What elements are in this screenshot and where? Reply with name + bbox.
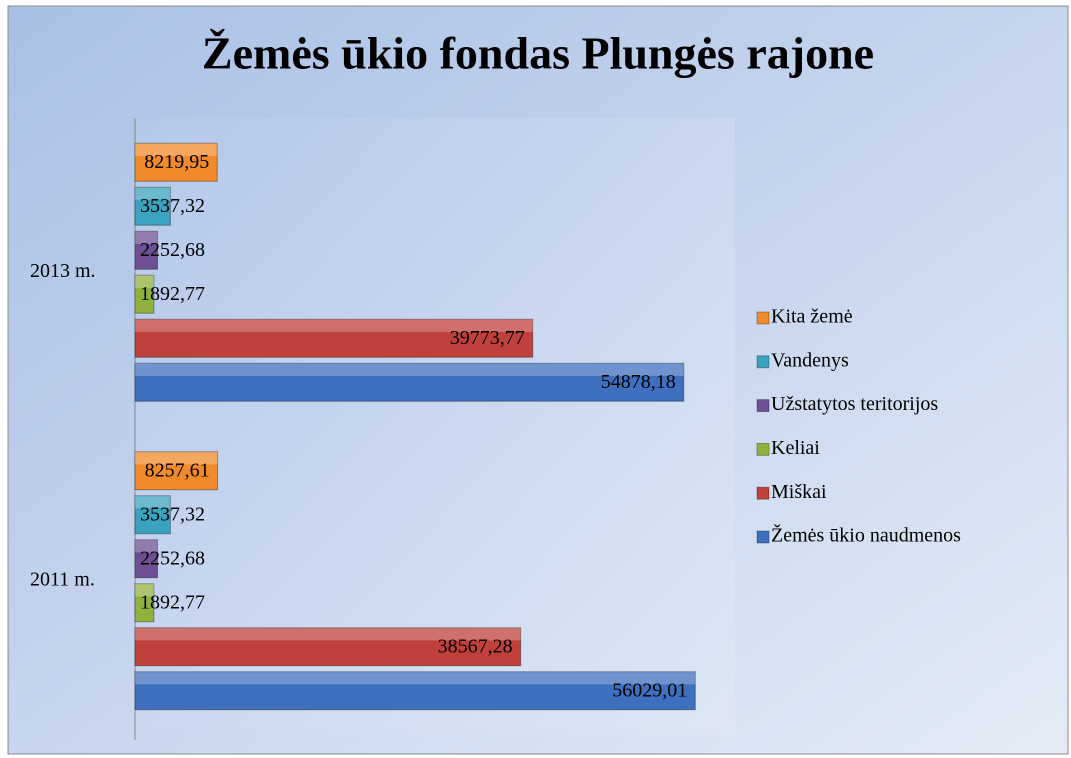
bar [134,362,685,402]
bar [134,451,219,491]
data-label: 56029,01 [612,679,687,701]
category-label: 2011 m. [30,568,95,590]
category-label: 2013 m. [30,260,96,282]
bar [134,142,218,182]
data-label: 2252,68 [140,239,205,261]
data-label: 38567,28 [438,635,513,657]
data-label: 3537,32 [140,503,205,525]
bar-shine [135,275,154,288]
data-label: 2252,68 [140,547,205,569]
bar [134,627,522,667]
legend-label: Keliai [771,437,820,459]
bar-shine [135,627,521,641]
bar [134,318,534,358]
bar-shine [135,363,684,376]
legend-label: Kita žemė [771,306,853,328]
legend-label: Miškai [771,481,827,503]
legend-swatch [756,355,770,369]
bar-shine [135,583,154,597]
bar-shine [135,539,158,553]
legend-swatch [756,311,770,325]
bar [134,186,171,226]
bar [134,274,155,314]
legend-swatch [756,442,770,456]
data-label: 8219,95 [144,151,209,173]
legend-label: Žemės ūkio naudmenos [771,524,961,547]
bar-shine [135,671,696,685]
bar [134,230,159,270]
data-label: 3537,32 [140,195,205,217]
bar-shine [135,495,171,509]
legend-swatch [756,530,770,544]
bar-shine [135,319,533,332]
data-label: 8257,61 [145,459,210,481]
data-label: 54878,18 [601,371,676,393]
bar-shine [135,143,218,156]
data-label: 1892,77 [140,591,205,613]
bar [134,671,696,711]
bar [134,539,159,579]
bar-shine [135,451,218,465]
legend-swatch [756,486,770,500]
legend-swatch [756,399,770,413]
data-label: 1892,77 [140,283,205,305]
legend-label: Vandenys [771,349,849,371]
bar [134,583,155,623]
data-label: 39773,77 [450,327,525,349]
bar-shine [135,231,158,244]
bar [134,495,171,535]
chart-title: Žemės ūkio fondas Plungės rajone [202,28,874,79]
legend-label: Užstatytos teritorijos [771,393,938,415]
bar-shine [135,187,171,200]
